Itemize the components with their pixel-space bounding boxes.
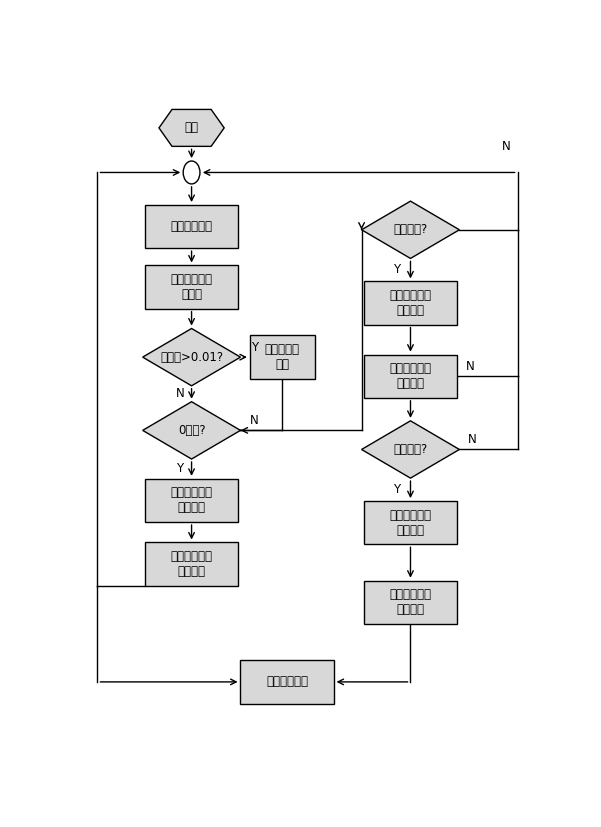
Text: 计算绝缘参数
天平均值: 计算绝缘参数 天平均值	[171, 486, 213, 514]
Text: Y: Y	[393, 483, 400, 496]
Text: 计算绝缘参数: 计算绝缘参数	[171, 220, 213, 233]
Text: N: N	[250, 414, 259, 428]
Text: Y: Y	[251, 341, 258, 354]
FancyBboxPatch shape	[364, 501, 457, 544]
Text: Y: Y	[393, 264, 400, 276]
FancyBboxPatch shape	[364, 355, 457, 398]
Text: 本年结束?: 本年结束?	[394, 443, 427, 456]
FancyBboxPatch shape	[250, 336, 315, 379]
Text: 突变率>0.01?: 突变率>0.01?	[160, 351, 223, 364]
Text: 计算绝缘参数
突变率: 计算绝缘参数 突变率	[171, 273, 213, 301]
Text: N: N	[466, 361, 474, 373]
Text: N: N	[502, 141, 510, 154]
Text: 本月结束?: 本月结束?	[394, 223, 427, 237]
Text: 预测绝缘寿命: 预测绝缘寿命	[266, 676, 308, 688]
Text: N: N	[175, 387, 185, 400]
Polygon shape	[159, 109, 224, 146]
FancyBboxPatch shape	[145, 205, 238, 248]
FancyBboxPatch shape	[364, 281, 457, 325]
Polygon shape	[362, 421, 459, 478]
Text: 生成突变率
告警: 生成突变率 告警	[265, 343, 300, 371]
Polygon shape	[142, 328, 240, 386]
Polygon shape	[142, 402, 240, 459]
Text: 计算绝缘参数
年平均值: 计算绝缘参数 年平均值	[389, 509, 432, 537]
Text: 开始: 开始	[185, 122, 198, 135]
Text: 0时到?: 0时到?	[178, 424, 206, 437]
Text: 计算绝缘参数
月平均值: 计算绝缘参数 月平均值	[389, 289, 432, 317]
FancyBboxPatch shape	[145, 265, 238, 308]
FancyBboxPatch shape	[240, 660, 334, 704]
Text: 计算绝缘参数
天突变率: 计算绝缘参数 天突变率	[171, 550, 213, 578]
Text: Y: Y	[176, 462, 183, 476]
Text: N: N	[468, 433, 477, 447]
FancyBboxPatch shape	[364, 581, 457, 624]
Text: 计算绝缘参数
月突变率: 计算绝缘参数 月突变率	[389, 362, 432, 390]
FancyBboxPatch shape	[145, 479, 238, 522]
FancyBboxPatch shape	[145, 543, 238, 586]
Polygon shape	[362, 201, 459, 258]
Circle shape	[183, 161, 200, 184]
Text: 计算绝缘参数
年突变率: 计算绝缘参数 年突变率	[389, 588, 432, 616]
